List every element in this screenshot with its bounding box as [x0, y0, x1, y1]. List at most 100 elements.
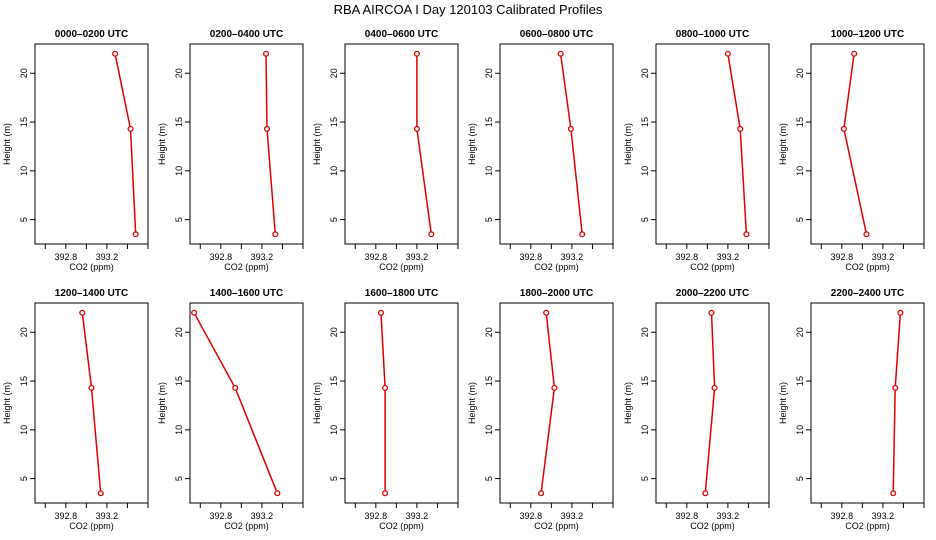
- profile-line: [114, 53, 137, 235]
- x-axis-label: CO2 (ppm): [845, 521, 890, 531]
- y-tick-label: 5: [174, 217, 184, 222]
- profile-line: [892, 312, 902, 494]
- plot-frame: [189, 43, 304, 245]
- data-point: [892, 384, 899, 391]
- y-axis-label: Height (m): [312, 382, 322, 424]
- y-tick-label: 10: [795, 425, 805, 435]
- y-tick-label: 15: [19, 376, 29, 386]
- y-tick-label: 5: [19, 476, 29, 481]
- x-axis-label: CO2 (ppm): [69, 521, 114, 531]
- y-tick-label: 5: [329, 217, 339, 222]
- data-point: [579, 231, 586, 238]
- x-tick-label: 392.8: [831, 511, 854, 521]
- y-tick-label: 5: [795, 476, 805, 481]
- data-point: [840, 125, 847, 132]
- x-tick-label: 393.2: [251, 511, 274, 521]
- plot-frame: [655, 302, 770, 504]
- panel-title: 0000–0200 UTC: [55, 29, 128, 40]
- y-tick-label: 15: [19, 117, 29, 127]
- x-tick-label: 392.8: [365, 511, 388, 521]
- data-point: [79, 309, 86, 316]
- profile-line: [559, 53, 583, 235]
- panel-title: 0600–0800 UTC: [520, 29, 593, 40]
- y-tick-label: 20: [174, 68, 184, 78]
- y-tick-label: 15: [640, 376, 650, 386]
- y-tick-label: 15: [640, 117, 650, 127]
- panel-title: 0400–0600 UTC: [365, 29, 438, 40]
- data-point: [737, 125, 744, 132]
- data-point: [724, 50, 731, 57]
- plot-frame: [499, 43, 614, 245]
- data-point: [272, 231, 279, 238]
- plot-frame: [344, 43, 459, 245]
- data-point: [97, 490, 104, 497]
- y-tick-label: 20: [19, 327, 29, 337]
- x-tick-label: 392.8: [831, 252, 854, 262]
- y-tick-label: 20: [174, 327, 184, 337]
- plot-frame: [499, 302, 614, 504]
- y-tick-label: 20: [640, 68, 650, 78]
- x-tick-label: 393.2: [872, 252, 895, 262]
- x-tick-label: 392.8: [676, 511, 699, 521]
- y-axis-label: Height (m): [778, 382, 788, 424]
- data-point: [711, 384, 718, 391]
- x-axis-label: CO2 (ppm): [534, 521, 579, 531]
- profile-line: [265, 53, 277, 235]
- y-tick-label: 5: [484, 217, 494, 222]
- y-tick-label: 10: [329, 425, 339, 435]
- y-axis-label: Height (m): [778, 123, 788, 165]
- y-axis-label: Height (m): [312, 123, 322, 165]
- panel-title: 0800–1000 UTC: [676, 29, 749, 40]
- data-point: [132, 231, 139, 238]
- y-tick-label: 5: [329, 476, 339, 481]
- x-tick-label: 393.2: [872, 511, 895, 521]
- x-tick-label: 392.8: [520, 252, 543, 262]
- profile-line: [540, 312, 556, 494]
- y-tick-label: 5: [795, 217, 805, 222]
- x-axis-label: CO2 (ppm): [224, 262, 269, 272]
- data-point: [232, 384, 239, 391]
- data-point: [263, 125, 271, 132]
- profile-line: [704, 312, 716, 494]
- panel-title: 1600–1800 UTC: [365, 288, 438, 299]
- data-point: [897, 309, 904, 316]
- y-axis-label: Height (m): [467, 123, 477, 165]
- data-point: [863, 231, 870, 238]
- y-tick-label: 20: [484, 68, 494, 78]
- x-axis-label: CO2 (ppm): [69, 262, 114, 272]
- y-tick-label: 20: [640, 327, 650, 337]
- y-tick-label: 15: [329, 117, 339, 127]
- x-tick-label: 392.8: [55, 252, 78, 262]
- x-tick-label: 392.8: [365, 252, 388, 262]
- y-tick-label: 10: [795, 166, 805, 176]
- data-point: [743, 231, 750, 238]
- plot-frame: [810, 302, 925, 504]
- x-axis-label: CO2 (ppm): [845, 262, 890, 272]
- plot-frame: [189, 302, 304, 504]
- data-point: [702, 490, 709, 497]
- x-tick-label: 393.2: [717, 252, 740, 262]
- data-point: [567, 125, 574, 132]
- y-tick-label: 15: [484, 376, 494, 386]
- y-axis-label: Height (m): [157, 123, 167, 165]
- panel-title: 1000–1200 UTC: [831, 29, 904, 40]
- y-tick-label: 5: [640, 476, 650, 481]
- data-point: [543, 309, 550, 316]
- x-axis-label: CO2 (ppm): [690, 521, 735, 531]
- y-axis-label: Height (m): [623, 382, 633, 424]
- x-tick-label: 392.8: [210, 511, 233, 521]
- data-point: [538, 490, 545, 497]
- x-axis-label: CO2 (ppm): [690, 262, 735, 272]
- profile-line: [380, 312, 386, 494]
- data-point: [377, 309, 385, 316]
- x-tick-label: 392.8: [520, 511, 543, 521]
- data-point: [428, 231, 435, 238]
- profile-line: [193, 312, 278, 494]
- plot-frame: [810, 43, 925, 245]
